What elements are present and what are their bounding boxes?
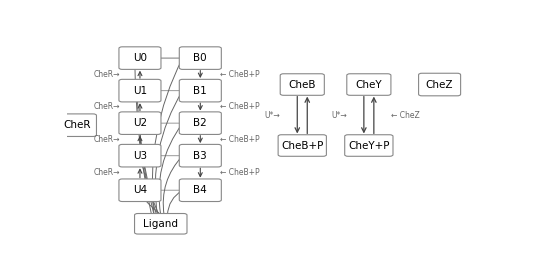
Text: CheR→: CheR→ <box>93 70 120 79</box>
Text: CheZ: CheZ <box>426 79 453 89</box>
Text: CheY+P: CheY+P <box>348 140 390 150</box>
FancyBboxPatch shape <box>179 79 221 102</box>
FancyBboxPatch shape <box>280 74 324 95</box>
FancyBboxPatch shape <box>119 112 161 134</box>
Text: ← CheB+P: ← CheB+P <box>220 102 259 111</box>
FancyBboxPatch shape <box>278 135 326 156</box>
Text: CheR: CheR <box>64 120 91 130</box>
Text: ← CheB+P: ← CheB+P <box>220 135 259 144</box>
Text: B1: B1 <box>193 86 207 96</box>
Text: CheB: CheB <box>288 79 316 89</box>
FancyBboxPatch shape <box>345 135 393 156</box>
FancyBboxPatch shape <box>179 144 221 167</box>
FancyBboxPatch shape <box>59 114 97 136</box>
Text: B3: B3 <box>193 151 207 161</box>
Text: CheR→: CheR→ <box>93 168 120 177</box>
FancyBboxPatch shape <box>418 73 461 96</box>
Text: U*→: U*→ <box>331 111 347 120</box>
Text: U4: U4 <box>133 185 147 195</box>
FancyBboxPatch shape <box>179 112 221 134</box>
Text: U1: U1 <box>133 86 147 96</box>
Text: Ligand: Ligand <box>143 219 178 229</box>
Text: CheR→: CheR→ <box>93 135 120 144</box>
Text: CheB+P: CheB+P <box>281 140 323 150</box>
Text: U*→: U*→ <box>264 111 280 120</box>
FancyBboxPatch shape <box>135 214 187 234</box>
Text: ← CheB+P: ← CheB+P <box>220 168 259 177</box>
Text: U3: U3 <box>133 151 147 161</box>
FancyBboxPatch shape <box>119 144 161 167</box>
Text: B2: B2 <box>193 118 207 128</box>
Text: B4: B4 <box>193 185 207 195</box>
FancyBboxPatch shape <box>119 47 161 69</box>
Text: B0: B0 <box>193 53 207 63</box>
Text: U0: U0 <box>133 53 147 63</box>
Text: CheR→: CheR→ <box>93 102 120 111</box>
Text: CheY: CheY <box>355 79 382 89</box>
FancyBboxPatch shape <box>119 79 161 102</box>
Text: U2: U2 <box>133 118 147 128</box>
Text: ← CheB+P: ← CheB+P <box>220 70 259 79</box>
Text: ← CheZ: ← CheZ <box>391 111 419 120</box>
FancyBboxPatch shape <box>347 74 391 95</box>
FancyBboxPatch shape <box>119 179 161 201</box>
FancyBboxPatch shape <box>179 179 221 201</box>
FancyBboxPatch shape <box>179 47 221 69</box>
